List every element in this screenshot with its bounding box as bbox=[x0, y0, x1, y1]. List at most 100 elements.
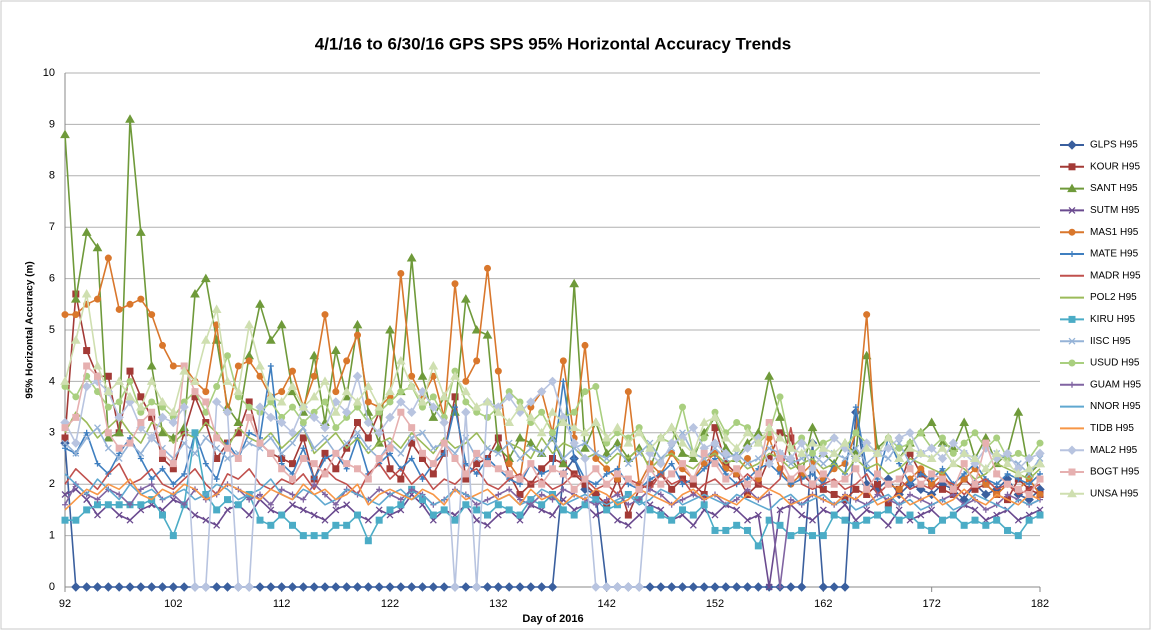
marker bbox=[926, 417, 937, 427]
marker bbox=[776, 393, 784, 401]
marker bbox=[668, 460, 675, 467]
marker bbox=[592, 481, 599, 488]
marker bbox=[471, 402, 482, 411]
marker bbox=[321, 311, 329, 319]
marker bbox=[959, 448, 970, 457]
marker bbox=[776, 521, 784, 529]
marker bbox=[1014, 516, 1022, 524]
marker bbox=[937, 453, 948, 464]
x-tick-label: 112 bbox=[273, 598, 291, 610]
marker bbox=[603, 455, 611, 462]
marker bbox=[311, 476, 318, 483]
marker bbox=[991, 448, 1002, 457]
marker bbox=[830, 480, 838, 488]
marker bbox=[852, 429, 860, 437]
legend-label: MATE H95 bbox=[1090, 249, 1139, 260]
marker bbox=[580, 443, 590, 452]
marker bbox=[895, 516, 903, 524]
marker bbox=[364, 398, 372, 406]
marker bbox=[179, 366, 190, 375]
marker bbox=[473, 357, 481, 365]
marker bbox=[915, 448, 926, 457]
legend-label: SANT H95 bbox=[1090, 183, 1138, 194]
marker bbox=[818, 443, 829, 452]
marker bbox=[710, 438, 720, 448]
marker bbox=[222, 407, 233, 417]
marker bbox=[591, 582, 601, 592]
marker bbox=[408, 455, 415, 462]
marker bbox=[1014, 449, 1022, 457]
marker bbox=[125, 391, 135, 401]
x-tick-label: 162 bbox=[814, 598, 832, 610]
marker bbox=[668, 485, 676, 493]
marker bbox=[309, 391, 320, 401]
marker bbox=[733, 521, 741, 529]
marker bbox=[884, 455, 892, 462]
marker bbox=[104, 372, 112, 380]
marker bbox=[959, 417, 970, 427]
marker bbox=[766, 491, 773, 498]
marker bbox=[439, 391, 450, 401]
marker bbox=[516, 475, 524, 483]
marker bbox=[917, 429, 925, 437]
marker bbox=[451, 516, 459, 524]
marker bbox=[213, 521, 221, 529]
marker bbox=[949, 485, 957, 493]
legend-label: POL2 H95 bbox=[1090, 292, 1137, 303]
marker bbox=[571, 455, 578, 462]
marker bbox=[386, 465, 394, 473]
marker bbox=[364, 444, 372, 452]
marker bbox=[245, 403, 253, 411]
marker bbox=[114, 412, 124, 423]
marker bbox=[320, 582, 330, 592]
marker bbox=[83, 347, 91, 355]
marker bbox=[332, 465, 340, 473]
marker bbox=[527, 444, 535, 452]
y-tick-label: 7 bbox=[49, 221, 55, 233]
marker bbox=[116, 491, 123, 498]
marker bbox=[395, 355, 406, 365]
series bbox=[64, 478, 1041, 511]
marker bbox=[895, 475, 903, 483]
marker bbox=[917, 470, 924, 477]
marker bbox=[92, 582, 103, 592]
y-axis-label: 95% Horizontal Accuracy (m) bbox=[25, 261, 36, 398]
marker bbox=[798, 511, 806, 519]
marker bbox=[179, 582, 189, 592]
marker bbox=[657, 480, 665, 488]
marker bbox=[536, 582, 547, 592]
marker bbox=[785, 443, 796, 452]
marker bbox=[213, 506, 221, 514]
marker bbox=[482, 396, 493, 406]
marker bbox=[191, 511, 199, 519]
marker bbox=[612, 438, 623, 447]
marker bbox=[744, 480, 751, 488]
marker bbox=[191, 429, 199, 437]
legend-label: IISC H95 bbox=[1090, 336, 1131, 347]
marker bbox=[807, 422, 818, 432]
marker bbox=[374, 402, 385, 411]
marker bbox=[428, 402, 439, 412]
marker bbox=[493, 582, 504, 592]
marker bbox=[787, 532, 795, 540]
marker bbox=[452, 404, 458, 411]
marker bbox=[536, 386, 547, 397]
marker bbox=[733, 496, 740, 503]
marker bbox=[623, 582, 634, 592]
marker bbox=[125, 582, 135, 592]
marker bbox=[202, 398, 210, 406]
marker bbox=[94, 501, 101, 509]
marker bbox=[754, 542, 762, 550]
marker bbox=[549, 511, 556, 519]
marker bbox=[396, 582, 406, 592]
marker bbox=[234, 501, 242, 509]
marker bbox=[137, 455, 144, 462]
marker bbox=[526, 582, 536, 592]
marker bbox=[148, 476, 155, 483]
y-tick-label: 0 bbox=[49, 581, 55, 593]
marker bbox=[569, 278, 580, 288]
marker bbox=[538, 501, 546, 509]
marker bbox=[688, 448, 699, 457]
legend-label: USUD H95 bbox=[1090, 358, 1140, 369]
marker bbox=[289, 367, 296, 375]
